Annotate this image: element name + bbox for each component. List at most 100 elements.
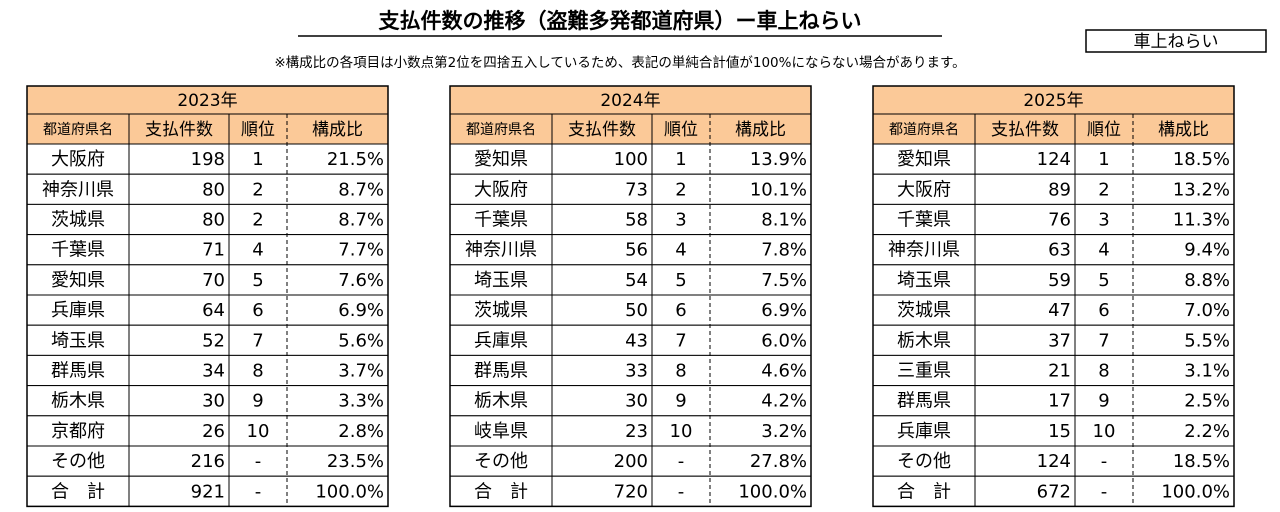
cell: 13.2% xyxy=(1173,179,1230,200)
cell: - xyxy=(678,481,685,502)
cell: 100.0% xyxy=(315,481,384,502)
cell: 群馬県 xyxy=(897,391,951,412)
cell: 63 xyxy=(1048,240,1071,261)
cell: 2.2% xyxy=(1184,421,1230,442)
cell: 愛知県 xyxy=(897,149,951,170)
row-bg xyxy=(872,445,1235,477)
table-border xyxy=(449,85,812,508)
cell: 70 xyxy=(202,270,225,291)
cell: 1 xyxy=(252,149,263,170)
cell: 10 xyxy=(670,421,693,442)
cell: 9 xyxy=(1098,391,1109,412)
column-header: 構成比 xyxy=(1158,120,1209,140)
row-bg xyxy=(26,143,389,175)
cell: 54 xyxy=(625,270,648,291)
cell: 89 xyxy=(1048,179,1071,200)
cell: 18.5% xyxy=(1173,451,1230,472)
cell: 兵庫県 xyxy=(51,300,105,321)
row-bg xyxy=(872,203,1235,236)
cell: 100.0% xyxy=(1161,481,1230,502)
cell: 64 xyxy=(202,300,225,321)
column-header: 都道府県名 xyxy=(466,122,536,138)
row-bg xyxy=(449,445,812,477)
cell: 921 xyxy=(191,481,225,502)
cell: 7.0% xyxy=(1184,300,1230,321)
cell: 4 xyxy=(1098,240,1109,261)
row-bg xyxy=(26,415,389,447)
column-header-bg xyxy=(449,113,812,145)
cell: 6 xyxy=(675,300,686,321)
cell: 2.5% xyxy=(1184,391,1230,412)
cell: 23 xyxy=(625,421,648,442)
cell: その他 xyxy=(474,451,528,472)
row-bg xyxy=(449,324,812,356)
row-bg xyxy=(26,324,389,356)
cell: 愛知県 xyxy=(51,270,105,291)
year-header: 2023年 xyxy=(177,91,237,111)
cell: 8.7% xyxy=(338,210,384,231)
cell: 埼玉県 xyxy=(474,270,528,291)
cell: - xyxy=(678,451,685,472)
cell: 神奈川県 xyxy=(888,240,960,261)
column-header: 都道府県名 xyxy=(43,122,113,138)
cell: 7.8% xyxy=(761,240,807,261)
column-header: 構成比 xyxy=(735,120,786,140)
row-bg xyxy=(872,324,1235,356)
row-bg xyxy=(449,173,812,205)
cell: 2 xyxy=(675,179,686,200)
row-bg xyxy=(26,475,389,507)
cell: 3.3% xyxy=(338,391,384,412)
column-header: 順位 xyxy=(241,120,275,140)
cell: 76 xyxy=(1048,210,1071,231)
cell: 6 xyxy=(252,300,263,321)
tag: 車上ねらい xyxy=(1134,32,1219,52)
cell: 7.6% xyxy=(338,270,384,291)
cell: 大阪府 xyxy=(474,179,528,200)
cell: 58 xyxy=(625,210,648,231)
cell: 100 xyxy=(614,149,648,170)
cell: 神奈川県 xyxy=(465,240,537,261)
cell: 80 xyxy=(202,210,225,231)
cell: 47 xyxy=(1048,300,1071,321)
cell: 埼玉県 xyxy=(897,270,951,291)
cell: 80 xyxy=(202,179,225,200)
cell: 6.9% xyxy=(761,300,807,321)
cell: 7 xyxy=(675,330,686,351)
cell: 10.1% xyxy=(750,179,807,200)
cell: 6.0% xyxy=(761,330,807,351)
cell: 11.3% xyxy=(1173,210,1230,231)
cell: その他 xyxy=(897,451,951,472)
cell: 群馬県 xyxy=(474,361,528,382)
cell: 2.8% xyxy=(338,421,384,442)
cell: 栃木県 xyxy=(897,330,951,351)
cell: 8.7% xyxy=(338,179,384,200)
cell: 栃木県 xyxy=(51,391,105,412)
row-bg xyxy=(26,354,389,387)
cell: 2 xyxy=(1098,179,1109,200)
cell: 4 xyxy=(252,240,263,261)
cell: 茨城県 xyxy=(474,300,528,321)
cell: 33 xyxy=(625,361,648,382)
table-border xyxy=(872,85,1235,508)
cell: 18.5% xyxy=(1173,149,1230,170)
cell: 1 xyxy=(1098,149,1109,170)
cell: 5 xyxy=(252,270,263,291)
cell: 大阪府 xyxy=(897,179,951,200)
cell: 8 xyxy=(1098,361,1109,382)
row-bg xyxy=(449,385,812,417)
cell: 100.0% xyxy=(738,481,807,502)
cell: 34 xyxy=(202,361,225,382)
cell: 7 xyxy=(252,330,263,351)
cell: 52 xyxy=(202,330,225,351)
cell: 岐阜県 xyxy=(474,421,528,442)
column-header: 支払件数 xyxy=(991,120,1059,140)
column-header: 構成比 xyxy=(312,120,363,140)
cell: 茨城県 xyxy=(897,300,951,321)
cell: 13.9% xyxy=(750,149,807,170)
cell: その他 xyxy=(51,451,105,472)
column-header: 都道府県名 xyxy=(889,122,959,138)
cell: 7.5% xyxy=(761,270,807,291)
cell: - xyxy=(1101,481,1108,502)
cell: 3 xyxy=(1098,210,1109,231)
